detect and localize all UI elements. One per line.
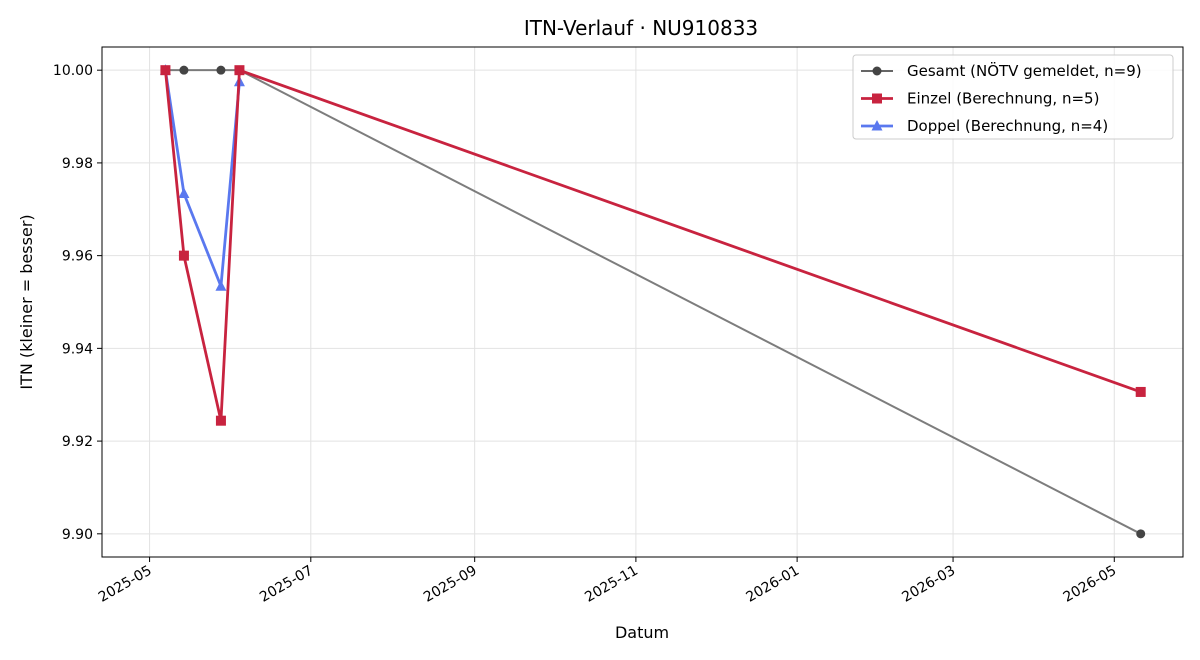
series-line	[165, 69, 1142, 535]
legend-label: Doppel (Berechnung, n=4)	[907, 117, 1108, 135]
x-tick-label: 2026-01	[743, 563, 802, 606]
legend-marker	[872, 66, 882, 76]
axis-ticks: 2025-05 2025-07 2025-09 2025-11 2026-01 2026-…	[53, 63, 1119, 606]
plot-frame	[101, 46, 1184, 558]
y-tick-label: 10.00	[53, 63, 93, 79]
chart-title: ITN-Verlauf · NU910833	[524, 16, 758, 40]
legend-label: Gesamt (NÖTV gemeldet, n=9)	[907, 61, 1142, 80]
data-point	[160, 65, 171, 76]
series-line	[164, 69, 241, 288]
legend-marker	[871, 120, 883, 131]
data-point	[178, 250, 189, 261]
data-point	[234, 65, 245, 76]
series-group	[159, 64, 1146, 539]
legend-marker	[872, 93, 882, 104]
y-axis-label: ITN (kleiner = besser)	[17, 214, 36, 389]
x-tick-label: 2025-05	[96, 563, 155, 606]
x-tick-label: 2025-09	[421, 563, 480, 606]
x-tick-label: 2025-11	[582, 563, 641, 606]
x-axis-label: Datum	[615, 623, 669, 642]
series-square	[160, 65, 1146, 426]
legend-box	[852, 54, 1174, 140]
data-point	[215, 415, 226, 426]
y-tick-label: 9.96	[62, 249, 93, 265]
x-tick-label: 2025-07	[257, 563, 316, 606]
legend: Gesamt (NÖTV gemeldet, n=9) Einzel (Berec…	[852, 54, 1174, 140]
legend-label: Einzel (Berechnung, n=5)	[907, 90, 1099, 108]
y-tick-label: 9.98	[62, 156, 93, 172]
y-tick-label: 9.92	[62, 434, 93, 450]
x-tick-label: 2026-03	[899, 563, 958, 606]
data-point	[1136, 529, 1146, 539]
data-point	[179, 65, 189, 75]
data-point	[215, 280, 227, 291]
y-tick-label: 9.90	[62, 527, 93, 543]
data-point	[178, 187, 190, 199]
y-tick-label: 9.94	[62, 341, 93, 357]
series-triangle	[159, 64, 245, 291]
x-tick-label: 2026-05	[1061, 563, 1120, 606]
data-point	[1135, 386, 1146, 397]
data-point	[216, 65, 226, 75]
